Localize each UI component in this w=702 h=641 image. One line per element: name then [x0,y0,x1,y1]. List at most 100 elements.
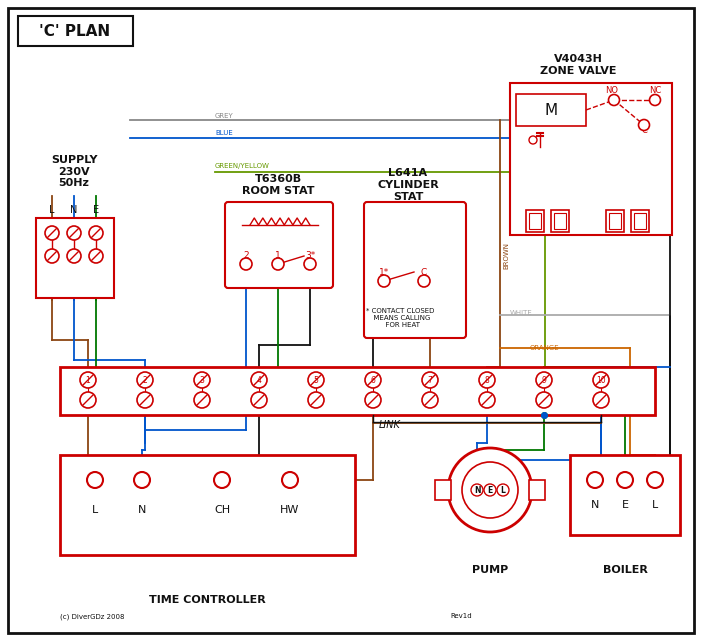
Circle shape [308,372,324,388]
Text: ORANGE: ORANGE [530,345,559,351]
Circle shape [479,392,495,408]
Circle shape [80,392,96,408]
Circle shape [194,372,210,388]
Text: C: C [641,126,647,135]
Text: N: N [138,505,146,515]
Circle shape [617,472,633,488]
Circle shape [45,249,59,263]
Bar [529,213,541,229]
Text: BROWN: BROWN [503,242,509,269]
Bar [510,83,672,235]
Circle shape [593,392,609,408]
Text: N: N [70,205,78,215]
Circle shape [67,226,81,240]
Circle shape [240,258,252,270]
Text: V4043H
ZONE VALVE: V4043H ZONE VALVE [540,54,616,76]
Text: 9: 9 [541,376,546,385]
Circle shape [639,119,649,131]
Circle shape [536,392,552,408]
Bar [526,210,544,232]
Text: L: L [49,205,55,215]
Text: 3: 3 [199,376,204,385]
Circle shape [536,372,552,388]
Circle shape [308,392,324,408]
Text: HW: HW [280,505,300,515]
Text: 1: 1 [86,376,91,385]
Text: C: C [421,267,427,276]
Bar [551,210,569,232]
Text: PUMP: PUMP [472,565,508,575]
Text: WHITE: WHITE [510,310,533,316]
Circle shape [609,94,619,106]
Circle shape [422,372,438,388]
Text: M: M [545,103,557,117]
FancyBboxPatch shape [225,202,333,288]
Bar [631,210,649,232]
Text: N: N [474,485,480,494]
Circle shape [418,275,430,287]
Circle shape [448,448,532,532]
Circle shape [282,472,298,488]
Bar [570,455,680,535]
Circle shape [649,94,661,106]
Text: E: E [621,500,628,510]
Text: 8: 8 [484,376,489,385]
Circle shape [497,484,509,496]
Circle shape [214,472,230,488]
Text: CH: CH [214,505,230,515]
Text: 1: 1 [275,251,281,260]
Text: 5: 5 [314,376,319,385]
Text: GREY: GREY [215,113,234,119]
Circle shape [45,226,59,240]
Bar [435,480,451,500]
Text: E: E [93,205,99,215]
Circle shape [593,372,609,388]
Text: L: L [92,505,98,515]
Text: BLUE: BLUE [215,130,233,136]
Text: 3*: 3* [305,251,315,260]
Text: NC: NC [649,85,661,94]
Circle shape [80,372,96,388]
Circle shape [422,392,438,408]
Circle shape [194,392,210,408]
Circle shape [365,372,381,388]
Text: * CONTACT CLOSED
  MEANS CALLING
  FOR HEAT: * CONTACT CLOSED MEANS CALLING FOR HEAT [366,308,435,328]
Text: L641A
CYLINDER
STAT: L641A CYLINDER STAT [377,169,439,202]
Circle shape [365,392,381,408]
Text: 10: 10 [596,376,606,385]
Bar [606,210,624,232]
Text: TIME CONTROLLER: TIME CONTROLLER [149,595,265,605]
Text: T6360B
ROOM STAT: T6360B ROOM STAT [241,174,314,196]
Circle shape [272,258,284,270]
Bar [18,16,133,46]
Circle shape [462,462,518,518]
Circle shape [134,472,150,488]
Text: N: N [591,500,600,510]
FancyBboxPatch shape [364,202,466,338]
Bar [609,213,621,229]
Circle shape [471,484,483,496]
Circle shape [137,392,153,408]
Text: 1*: 1* [379,267,389,276]
Text: LINK: LINK [379,420,401,430]
Text: 7: 7 [428,376,432,385]
Text: 4: 4 [256,376,261,385]
Text: 6: 6 [371,376,376,385]
Text: GREEN/YELLOW: GREEN/YELLOW [215,163,270,169]
Text: L: L [501,485,505,494]
Circle shape [251,372,267,388]
Bar [529,480,545,500]
Circle shape [89,249,103,263]
Text: Rev1d: Rev1d [450,613,472,619]
Circle shape [378,275,390,287]
Circle shape [587,472,603,488]
Bar [36,218,114,298]
Text: NO: NO [606,85,618,94]
Circle shape [304,258,316,270]
Circle shape [89,226,103,240]
Circle shape [67,249,81,263]
Bar [516,94,586,126]
Circle shape [87,472,103,488]
Circle shape [484,484,496,496]
Circle shape [251,392,267,408]
